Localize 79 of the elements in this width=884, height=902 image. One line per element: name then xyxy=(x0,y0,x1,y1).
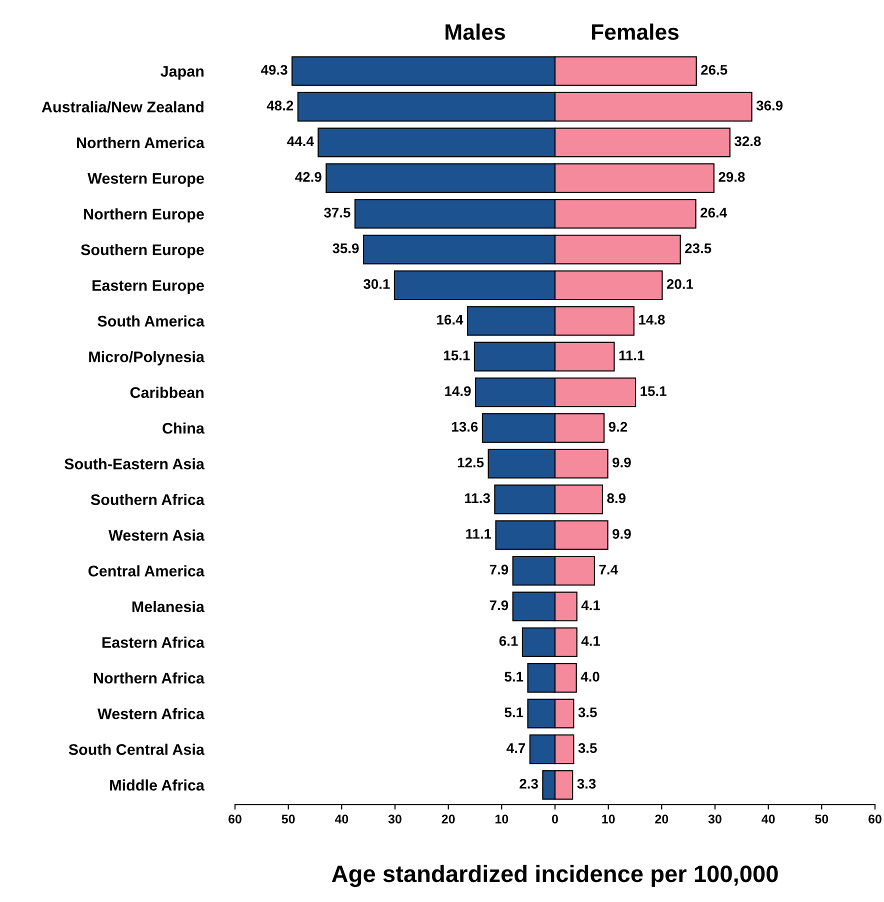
x-tick-label: 60 xyxy=(868,814,882,824)
data-label: 44.4 xyxy=(287,136,314,146)
data-label: 4.0 xyxy=(580,672,600,682)
x-tick-label: 40 xyxy=(334,814,348,824)
data-label: 12.5 xyxy=(458,458,484,468)
data-label: 5.1 xyxy=(504,672,524,682)
data-label: 15.1 xyxy=(444,350,470,360)
y-tick-label: China xyxy=(162,422,205,434)
x-tick-label: 10 xyxy=(602,814,615,824)
data-label: 9.9 xyxy=(612,528,631,539)
data-label: 32.8 xyxy=(734,136,761,146)
data-label: 16.4 xyxy=(437,314,464,325)
data-label: 30.1 xyxy=(363,279,390,289)
y-tick-label: Southern Africa xyxy=(90,494,205,506)
data-label: 29.8 xyxy=(718,172,745,182)
x-tick-label: 0 xyxy=(552,814,558,824)
data-label: 26.4 xyxy=(700,208,728,218)
x-tick-label: 50 xyxy=(282,814,295,824)
data-label: 9.2 xyxy=(608,422,628,432)
data-label: 8.9 xyxy=(607,493,626,504)
x-tick-label: 60 xyxy=(228,814,242,824)
x-tick-label: 20 xyxy=(442,814,455,824)
y-tick-label: Western Africa xyxy=(97,708,205,720)
data-label: 13.6 xyxy=(452,422,478,432)
data-label: 15.1 xyxy=(640,386,666,396)
y-tick-label: South Central Asia xyxy=(68,744,205,755)
y-tick-label: Caribbean xyxy=(130,386,204,398)
data-label: 42.9 xyxy=(295,172,322,182)
data-label: 23.5 xyxy=(685,243,712,254)
data-label: 6.1 xyxy=(499,636,518,646)
y-tick-label: Middle Africa xyxy=(110,779,205,791)
data-label: 20.1 xyxy=(666,279,694,289)
data-label: 49.3 xyxy=(260,64,288,75)
y-tick-label: Eastern Africa xyxy=(102,636,205,648)
y-tick-label: Western Europe xyxy=(88,173,204,187)
data-label: 9.9 xyxy=(612,458,631,468)
y-tick-label: Eastern Europe xyxy=(92,280,204,294)
y-tick-label: Southern Europe xyxy=(80,244,204,258)
data-label: 4.1 xyxy=(581,636,600,646)
data-label: 26.5 xyxy=(701,64,728,75)
data-label: 36.9 xyxy=(756,100,783,110)
series-label: Males xyxy=(446,24,505,40)
y-tick-label: Melanesia xyxy=(132,600,205,612)
data-label: 4.7 xyxy=(506,743,526,753)
y-tick-label: Northern America xyxy=(76,136,205,148)
y-tick-label: Northern Europe xyxy=(84,208,204,223)
y-tick-label: South-Eastern Asia xyxy=(64,458,205,470)
data-label: 11.1 xyxy=(466,529,492,539)
data-label: 14.9 xyxy=(445,386,471,396)
y-tick-label: Western Asia xyxy=(108,530,205,541)
data-label: 3.5 xyxy=(578,743,597,754)
x-tick-label: 20 xyxy=(655,814,668,824)
data-label: 11.1 xyxy=(619,350,644,360)
y-tick-label: Australia/New Zealand xyxy=(42,101,204,113)
data-label: 5.1 xyxy=(504,708,524,718)
data-label: 2.3 xyxy=(520,778,538,789)
data-label: 11.3 xyxy=(465,493,490,504)
x-tick-label: 30 xyxy=(388,814,402,824)
data-label: 4.1 xyxy=(581,600,600,610)
y-tick-label: Micro/Polynesia xyxy=(89,351,205,366)
x-tick-label: 10 xyxy=(496,814,508,824)
series-label: Females xyxy=(592,24,679,40)
data-label: 48.2 xyxy=(266,100,294,110)
data-label: 7.9 xyxy=(490,600,508,610)
x-tick-label: 30 xyxy=(708,814,722,824)
x-tick-label: 50 xyxy=(815,814,828,824)
data-label: 35.9 xyxy=(332,243,359,254)
y-tick-label: South America xyxy=(98,315,205,327)
data-label: 14.8 xyxy=(639,314,665,325)
data-label: 3.3 xyxy=(577,778,596,789)
data-label: 3.5 xyxy=(578,707,597,718)
x-axis-title: Age standardized incidence per 100,000 xyxy=(332,864,778,887)
y-tick-label: Northern Africa xyxy=(94,672,205,684)
data-label: 37.5 xyxy=(324,208,350,218)
y-tick-label: Central America xyxy=(88,565,205,576)
data-label: 7.9 xyxy=(490,564,508,575)
y-tick-label: Japan xyxy=(160,66,204,80)
x-tick-label: 40 xyxy=(762,814,775,824)
data-label: 7.4 xyxy=(599,564,618,574)
